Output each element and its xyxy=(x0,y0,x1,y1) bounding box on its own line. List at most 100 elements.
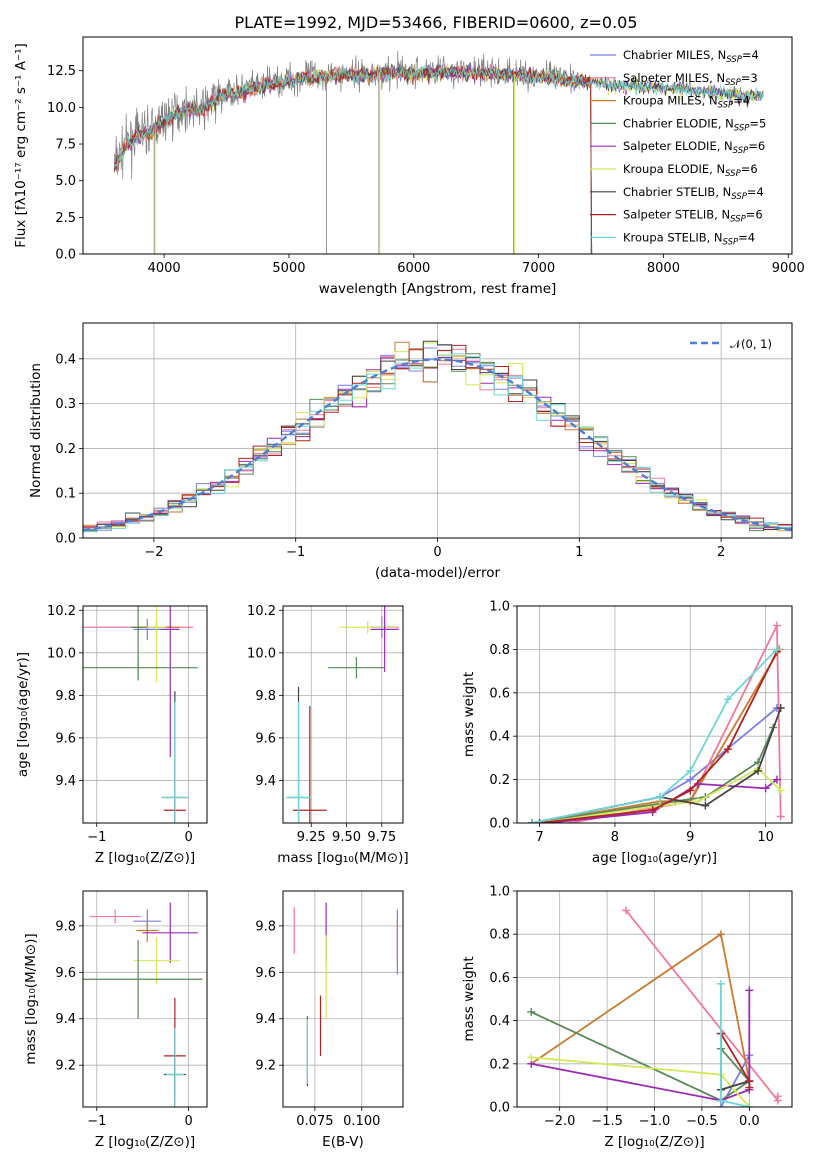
x-axis-label: Z [log₁₀(Z/Z⊙)] xyxy=(95,850,195,866)
series-marker xyxy=(723,745,732,754)
series-line xyxy=(531,990,751,1102)
y-tick-label: 9.8 xyxy=(255,919,276,934)
legend: Chabrier MILES, NSSP=4 Salpeter MILES, NS… xyxy=(590,48,766,247)
series-marker xyxy=(745,986,754,995)
axes-frame xyxy=(82,322,793,539)
model-spectrum-line xyxy=(113,64,764,168)
y-axis-label: Flux [fλ10⁻¹⁷ erg cm⁻² s⁻¹ A⁻¹] xyxy=(13,43,29,248)
y-tick-label: 2.5 xyxy=(55,211,76,226)
series-line xyxy=(530,932,751,1082)
y-tick-label: 0.4 xyxy=(489,1014,510,1029)
legend-subscript: SSP xyxy=(731,192,747,202)
y-tick-label: 10.2 xyxy=(47,604,76,619)
y-axis-label: mass [log₁₀(M/M⊙)] xyxy=(23,933,39,1064)
residual-histogram xyxy=(83,340,792,538)
errorbar-point xyxy=(370,606,399,672)
x-axis-label: Z [log₁₀(Z/Z⊙)] xyxy=(95,1134,195,1150)
series-marker xyxy=(772,645,781,654)
y-tick-label: 0.0 xyxy=(55,532,76,547)
legend-tail: =3 xyxy=(741,71,758,85)
errorbar-point xyxy=(136,918,159,943)
legend-subscript: SSP xyxy=(734,123,750,133)
series-line xyxy=(569,625,782,823)
errorbar-point xyxy=(83,939,203,1019)
legend-subscript: SSP xyxy=(725,78,741,88)
plot-area xyxy=(113,50,764,254)
y-tick-label: 10.0 xyxy=(47,646,76,661)
series-marker xyxy=(622,906,631,915)
x-tick-label: 2 xyxy=(717,545,725,560)
x-axis-label: wavelength [Angstrom, rest frame] xyxy=(319,281,557,297)
x-tick-label: 0.0 xyxy=(739,1114,760,1129)
series-marker xyxy=(776,703,785,712)
errorbar-point xyxy=(83,657,198,679)
plot-area xyxy=(528,621,785,823)
legend-subscript: SSP xyxy=(718,101,734,111)
series-marker xyxy=(773,1092,782,1101)
y-tick-label: 0.4 xyxy=(489,730,510,745)
legend-tail: =5 xyxy=(749,116,766,130)
y-tick-label: 1.0 xyxy=(489,885,510,900)
x-tick-label: 7000 xyxy=(522,261,555,276)
x-axis-label: age [log₁₀(age/yr)] xyxy=(592,850,717,866)
x-tick-label: 4000 xyxy=(148,261,181,276)
axes-frame xyxy=(82,36,793,255)
legend-subscript: SSP xyxy=(726,55,742,65)
x-tick-label: −2 xyxy=(144,545,163,560)
y-tick-label: 0.2 xyxy=(489,773,510,788)
legend-tail: =6 xyxy=(748,139,765,153)
y-tick-label: 0.8 xyxy=(489,928,510,943)
series-marker xyxy=(716,979,725,988)
legend-subscript: SSP xyxy=(733,146,749,156)
x-axis-label: mass [log₁₀(M/M⊙)] xyxy=(277,850,408,866)
errorbar-point xyxy=(161,606,180,758)
y-tick-label: 10.0 xyxy=(47,101,76,116)
mass_vs_ebv-panel: 0.075 0.100 9.2 9.4 9.6 9.8 E(B-V) xyxy=(255,890,404,1150)
y-tick-label: 0.2 xyxy=(489,1057,510,1072)
y-axis-label: mass weight xyxy=(461,956,477,1041)
x-tick-label: −1.0 xyxy=(639,1114,671,1129)
legend-tail: =6 xyxy=(741,162,758,176)
legend-label: Chabrier ELODIE, NSSP=5 xyxy=(623,116,766,133)
series-marker xyxy=(686,786,695,795)
errorbar-point xyxy=(161,701,189,823)
y-tick-label: 9.8 xyxy=(255,689,276,704)
series-marker xyxy=(723,695,732,704)
legend-label: 𝒩(0, 1) xyxy=(730,337,772,351)
y-tick-label: 0.6 xyxy=(489,686,510,701)
normal-curve xyxy=(83,358,792,532)
legend-subscript: SSP xyxy=(725,169,741,179)
y-axis-label: mass weight xyxy=(461,672,477,757)
plot-area xyxy=(527,906,782,1107)
series-marker xyxy=(761,784,770,793)
massweight_vs_age-panel: 7 8 9 10 0.0 0.2 0.4 0.6 0.8 1.0 age [log₁₀(age/yr… xyxy=(461,600,793,866)
series-marker xyxy=(776,786,785,795)
axes-frame xyxy=(82,605,208,824)
x-tick-label: 1 xyxy=(575,545,583,560)
errorbar-point xyxy=(339,620,396,634)
y-tick-label: 9.2 xyxy=(255,1059,276,1074)
plot-area xyxy=(285,606,399,823)
series-marker xyxy=(716,930,725,939)
x-tick-label: 9.75 xyxy=(367,830,396,845)
age_vs_mass-panel: 9.25 9.50 9.75 9.4 9.6 9.8 10.0 10.2 mass [log₁₀… xyxy=(247,604,409,866)
x-tick-label: 9.50 xyxy=(332,830,361,845)
y-tick-label: 0.6 xyxy=(489,971,510,986)
figure-title: PLATE=1992, MJD=53466, FIBERID=0600, z=0… xyxy=(234,13,637,32)
x-tick-label: 0 xyxy=(184,830,192,845)
y-tick-label: 9.6 xyxy=(55,966,76,981)
x-tick-label: 0.100 xyxy=(343,1114,380,1129)
x-tick-label: −1 xyxy=(87,1114,106,1129)
y-axis-label: Normed distribution xyxy=(28,363,44,498)
legend-label: Salpeter STELIB, NSSP=6 xyxy=(623,208,763,225)
series-marker xyxy=(686,775,695,784)
series-marker xyxy=(772,775,781,784)
x-axis-label: E(B-V) xyxy=(322,1134,364,1150)
x-tick-label: 7 xyxy=(535,830,543,845)
errorbar-point xyxy=(142,902,198,963)
y-tick-label: 12.5 xyxy=(47,64,76,79)
y-tick-label: 10.2 xyxy=(247,604,276,619)
plot-area xyxy=(293,902,398,1087)
y-tick-label: 9.8 xyxy=(55,689,76,704)
